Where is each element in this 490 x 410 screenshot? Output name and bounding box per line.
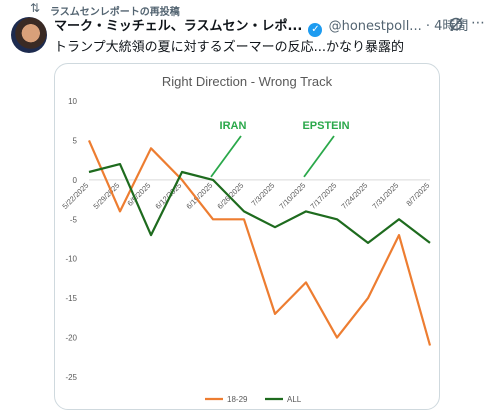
y-tick-label: 0: [73, 176, 78, 185]
repost-icon: ⇅: [30, 1, 41, 15]
line-chart: Right Direction - Wrong Track 10 5 0 -5 -10 -…: [60, 74, 432, 404]
avatar[interactable]: [11, 17, 47, 53]
repost-label: ラスムセンレポートの再投稿: [50, 7, 180, 18]
chart-title: Right Direction - Wrong Track: [162, 74, 333, 89]
post-header: マーク・ミッチェル、ラスムセン・レポ... ✓ @honestpoll... ·…: [54, 15, 468, 37]
series-line-18-29: [87, 139, 432, 346]
chart-image[interactable]: Right Direction - Wrong Track 10 5 0 -5 -10 -…: [54, 63, 440, 410]
legend-label: ALL: [287, 395, 302, 404]
user-handle[interactable]: @honestpoll...: [328, 19, 422, 34]
x-tick-label: 6/19/2025: [184, 181, 214, 211]
annotation-arrow: [210, 135, 242, 178]
y-tick-label: -25: [65, 373, 77, 382]
verified-badge-icon: ✓: [308, 23, 323, 37]
grok-icon[interactable]: [448, 16, 464, 32]
annotation-label: EPSTEIN: [302, 120, 349, 132]
legend-label: 18-29: [227, 395, 248, 404]
display-name[interactable]: マーク・ミッチェル、ラスムセン・レポ...: [54, 19, 303, 34]
y-tick-label: -10: [65, 255, 77, 264]
annotation-label: IRAN: [220, 120, 247, 132]
x-tick-label: 7/31/2025: [370, 181, 400, 211]
annotation-arrow: [303, 135, 335, 178]
x-tick-label: 7/10/2025: [277, 181, 307, 211]
y-tick-label: 10: [68, 97, 77, 106]
x-tick-label: 7/17/2025: [308, 181, 338, 211]
x-tick-label: 5/22/2025: [60, 181, 90, 211]
more-options-icon[interactable]: ⋯: [471, 15, 485, 31]
x-tick-label: 6/12/2025: [153, 181, 183, 211]
y-tick-label: -15: [65, 294, 77, 303]
x-tick-label: 7/3/2025: [249, 181, 276, 208]
post-text: トランプ大統領の夏に対するズーマーの反応...かなり暴露的: [54, 40, 405, 55]
x-tick-label: 8/7/2025: [404, 181, 431, 208]
y-tick-label: 5: [73, 136, 78, 145]
y-tick-label: -20: [65, 334, 77, 343]
series-line-ALL: [88, 162, 431, 244]
y-tick-label: -5: [70, 215, 78, 224]
x-tick-label: 7/24/2025: [339, 181, 369, 211]
